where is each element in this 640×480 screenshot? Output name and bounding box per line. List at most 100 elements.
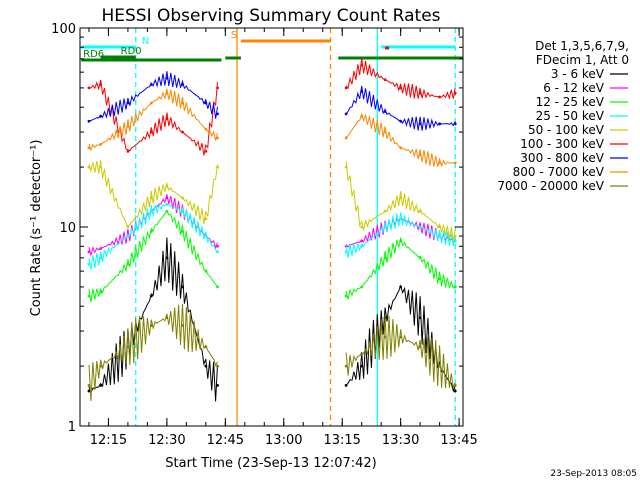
footer-timestamp: 23-Sep-2013 08:05 [550,469,637,479]
series-point-6-2 [126,101,130,105]
series-point-7-13 [438,161,442,165]
series-point-3-9 [360,244,364,248]
series-point-6-0 [87,119,91,123]
series-point-8-12 [418,345,422,349]
series-point-0-5 [181,285,184,289]
series-point-7-4 [165,91,169,95]
series-line-6-0 [89,71,218,122]
series-point-4-6 [204,217,208,221]
series-point-1-4 [165,196,169,200]
series-line-7-0 [88,88,218,152]
series-point-5-9 [360,63,364,67]
series-point-7-5 [181,101,184,105]
legend-header-line-2: FDecim 1, Att 0 [536,53,629,67]
x-tick-label-4: 13:15 [323,433,360,448]
series-point-0-8 [344,383,348,387]
series-point-4-3 [149,196,153,200]
x-axis-label: Start Time (23-Sep-13 12:07:42) [165,456,376,471]
series-point-8-10 [383,335,387,339]
series-point-3-7 [216,250,219,254]
series-point-6-14 [453,122,457,126]
series-point-7-7 [216,136,219,140]
series-point-8-5 [181,324,184,327]
series-point-2-12 [418,256,422,260]
series-point-7-8 [344,136,348,140]
series-line-3-0 [88,203,218,270]
legend-label-8: 7000 - 20000 keV [497,179,604,193]
series-point-6-9 [360,90,364,93]
series-point-2-11 [399,239,403,243]
series-point-2-13 [438,277,442,281]
series-point-4-13 [438,225,442,229]
series-point-3-4 [165,202,169,206]
series-point-4-14 [453,234,457,238]
series-line-2-1 [345,237,456,300]
series-point-0-1 [99,383,103,387]
series-point-2-2 [126,262,130,266]
series-point-8-1 [99,364,103,368]
series-point-8-7 [216,364,219,368]
series-point-2-9 [360,285,364,289]
legend-header-line-1: Det 1,3,5,6,7,9, [535,39,629,53]
series-point-6-13 [438,122,442,126]
series-point-6-8 [344,112,348,116]
series-point-2-5 [181,230,184,233]
series-point-4-9 [360,225,364,229]
series-point-0-7 [216,383,219,387]
x-tick-label-1: 12:30 [148,433,185,448]
series-point-3-13 [438,234,442,238]
series-line-1-0 [88,194,218,258]
series-point-5-10 [383,78,387,82]
series-point-5-2 [126,149,130,153]
series-point-1-0 [87,250,91,254]
series-point-5-6 [204,149,208,153]
series-line-8-1 [345,314,456,390]
series-point-3-11 [399,217,403,221]
series-point-7-1 [99,143,103,146]
series-point-5-3 [149,130,153,134]
series-point-4-5 [181,196,184,200]
series-point-3-1 [99,256,103,260]
series-point-6-10 [383,110,387,114]
series-point-2-6 [204,269,208,273]
series-point-4-1 [99,165,103,169]
legend-label-0: 3 - 6 keV [551,67,605,81]
y-tick-label-2: 100 [51,22,76,37]
series-point-6-1 [99,114,103,118]
series-point-5-12 [418,91,422,95]
series-point-2-14 [453,285,457,289]
series-point-6-12 [418,122,422,126]
series-point-5-1 [99,83,103,86]
flag-label-2: RD6 [83,49,104,60]
series-point-7-10 [383,130,387,134]
series-point-3-5 [181,209,184,213]
legend-label-2: 12 - 25 keV [536,95,605,109]
series-point-5-0 [87,86,91,90]
series-point-5-11 [399,86,403,90]
legend-label-4: 50 - 100 keV [528,123,605,137]
x-tick-label-3: 13:00 [265,433,302,448]
series-point-2-10 [383,256,387,260]
series-line-3-1 [345,212,456,259]
series-point-1-1 [99,247,103,250]
series-line-5-1 [345,58,456,100]
series-point-4-10 [383,209,387,213]
series-point-7-2 [126,125,130,128]
series-point-7-14 [453,161,457,165]
series-point-6-4 [165,76,169,80]
series-point-8-11 [399,335,403,339]
flag-label-3: S [231,30,237,41]
axes-layer: 12:15 12:30 12:45 13:00 13:15 13:30 13:45 1 10 10… [51,22,478,448]
series-point-4-8 [344,165,348,169]
vertical-markers [135,28,456,426]
series-point-0-4 [165,256,169,260]
series-point-1-7 [216,244,219,248]
series-point-5-7 [216,86,219,90]
series-point-8-13 [438,364,442,368]
series-point-0-9 [360,364,364,368]
y-tick-label-1: 10 [59,221,76,236]
flag-label-1: RD0 [121,46,142,57]
